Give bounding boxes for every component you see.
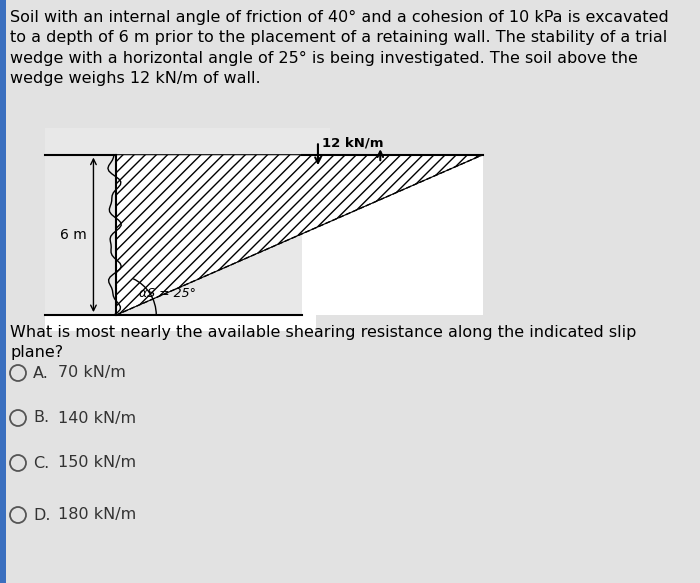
Text: 6 m: 6 m: [60, 228, 87, 242]
Text: D.: D.: [33, 507, 50, 522]
Text: 70 kN/m: 70 kN/m: [58, 366, 126, 381]
Bar: [0, 0, 6, 583]
Text: 180 kN/m: 180 kN/m: [58, 507, 136, 522]
Text: C.: C.: [33, 455, 49, 470]
Text: What is most nearly the available shearing resistance along the indicated slip
p: What is most nearly the available sheari…: [10, 325, 636, 360]
Text: A.: A.: [33, 366, 49, 381]
Polygon shape: [116, 154, 483, 315]
Text: 140 kN/m: 140 kN/m: [58, 410, 136, 426]
Text: 12 kN/m: 12 kN/m: [322, 136, 384, 149]
Bar: [45, 128, 330, 315]
Text: αS = 25°: αS = 25°: [139, 287, 196, 300]
Text: 150 kN/m: 150 kN/m: [58, 455, 136, 470]
Polygon shape: [45, 315, 316, 331]
Text: B.: B.: [33, 410, 49, 426]
Circle shape: [10, 455, 26, 471]
Text: Soil with an internal angle of friction of 40° and a cohesion of 10 kPa is excav: Soil with an internal angle of friction …: [10, 10, 668, 86]
Polygon shape: [302, 154, 483, 315]
Circle shape: [10, 507, 26, 523]
Circle shape: [10, 410, 26, 426]
Circle shape: [10, 365, 26, 381]
